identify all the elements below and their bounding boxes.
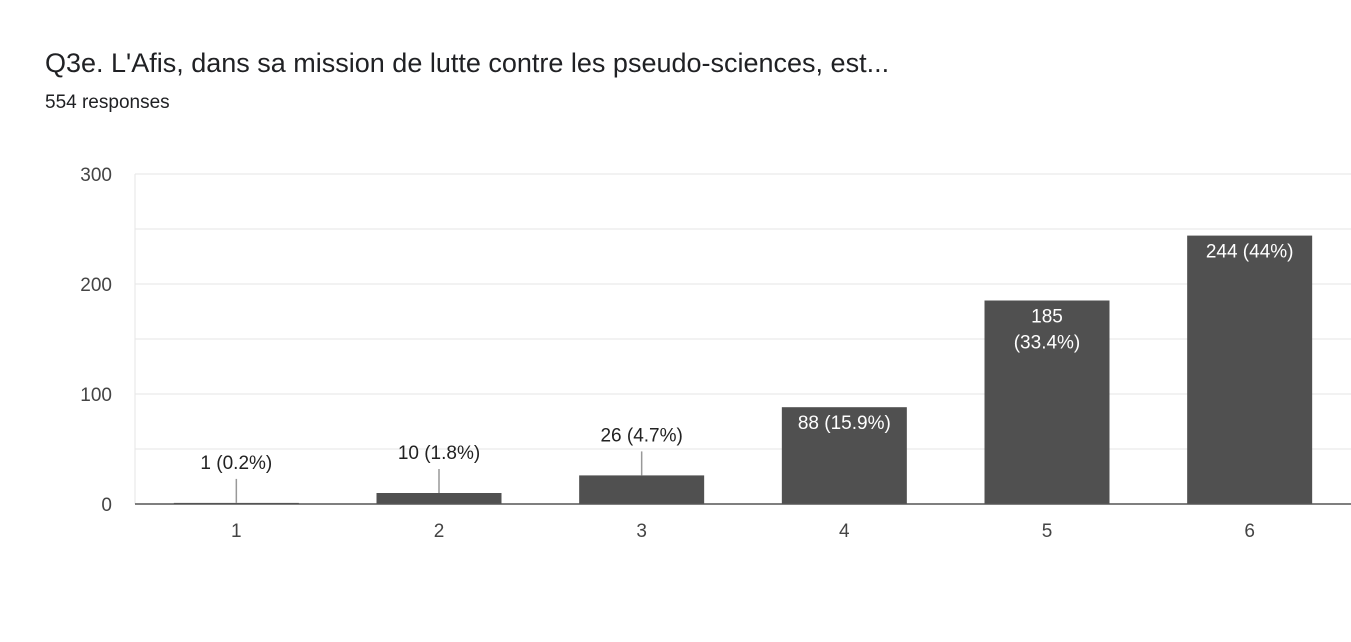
x-tick-label: 5 [1042, 521, 1053, 542]
chart-title: Q3e. L'Afis, dans sa mission de lutte co… [45, 48, 890, 78]
y-tick-label: 0 [101, 495, 112, 516]
data-label: 10 (1.8%) [398, 443, 480, 464]
bar [376, 493, 502, 504]
bar [781, 407, 907, 504]
x-tick-label: 4 [839, 521, 850, 542]
data-label: 1 (0.2%) [200, 453, 272, 474]
y-tick-label: 200 [80, 275, 112, 296]
y-tick-label: 300 [80, 165, 112, 186]
data-label: 185 [1031, 307, 1063, 328]
data-label: 88 (15.9%) [798, 413, 891, 434]
data-label: 244 (44%) [1206, 242, 1294, 263]
data-label: (33.4%) [1014, 333, 1081, 354]
x-tick-label: 1 [231, 521, 242, 542]
y-tick-label: 100 [80, 385, 112, 406]
x-tick-label: 2 [434, 521, 445, 542]
response-count: 554 responses [45, 92, 170, 113]
bar [579, 475, 705, 504]
data-label: 26 (4.7%) [600, 425, 682, 446]
x-tick-label: 3 [636, 521, 647, 542]
bar [984, 300, 1110, 504]
x-tick-label: 6 [1244, 521, 1255, 542]
bar [1187, 235, 1313, 504]
